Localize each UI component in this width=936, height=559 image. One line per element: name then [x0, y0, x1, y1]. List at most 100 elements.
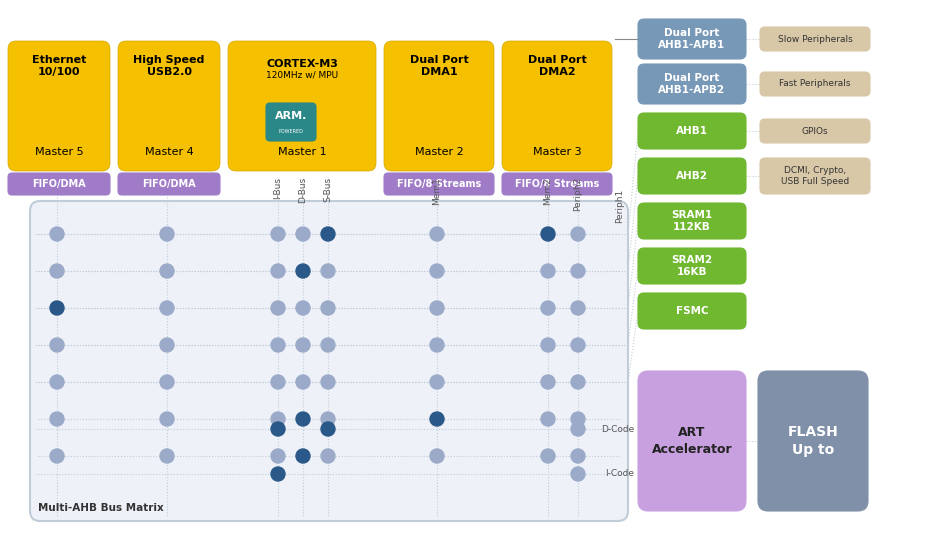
- Text: FIFO/8 Streams: FIFO/8 Streams: [515, 179, 599, 189]
- Circle shape: [541, 301, 555, 315]
- Text: FSMC: FSMC: [676, 306, 709, 316]
- Text: Multi-AHB Bus Matrix: Multi-AHB Bus Matrix: [38, 503, 164, 513]
- FancyBboxPatch shape: [638, 64, 746, 104]
- FancyBboxPatch shape: [384, 173, 494, 195]
- Text: D-Code: D-Code: [601, 424, 634, 433]
- Text: Fast Peripherals: Fast Peripherals: [780, 79, 851, 88]
- Text: 10/100: 10/100: [37, 67, 80, 77]
- Circle shape: [571, 449, 585, 463]
- Text: DMA2: DMA2: [539, 67, 576, 77]
- Circle shape: [271, 301, 285, 315]
- Circle shape: [541, 264, 555, 278]
- Text: AHB2: AHB2: [676, 171, 708, 181]
- Text: SRAM1
112KB: SRAM1 112KB: [671, 210, 712, 232]
- Circle shape: [430, 375, 444, 389]
- Text: Dual Port
AHB1-APB2: Dual Port AHB1-APB2: [658, 73, 725, 95]
- Text: FIFO/DMA: FIFO/DMA: [142, 179, 196, 189]
- FancyBboxPatch shape: [758, 371, 868, 511]
- FancyBboxPatch shape: [8, 41, 110, 171]
- Circle shape: [296, 227, 310, 241]
- Text: I-Code: I-Code: [605, 470, 634, 479]
- Text: High Speed: High Speed: [133, 55, 205, 65]
- Circle shape: [296, 264, 310, 278]
- Circle shape: [271, 467, 285, 481]
- Text: FIFO/DMA: FIFO/DMA: [32, 179, 86, 189]
- Circle shape: [321, 412, 335, 426]
- Circle shape: [296, 301, 310, 315]
- Circle shape: [271, 264, 285, 278]
- Circle shape: [571, 264, 585, 278]
- FancyBboxPatch shape: [8, 173, 110, 195]
- Circle shape: [321, 301, 335, 315]
- FancyBboxPatch shape: [30, 201, 628, 521]
- Text: FIFO/8 Streams: FIFO/8 Streams: [397, 179, 481, 189]
- FancyBboxPatch shape: [118, 41, 220, 171]
- Circle shape: [271, 449, 285, 463]
- Circle shape: [571, 422, 585, 436]
- Circle shape: [271, 412, 285, 426]
- Text: S-Bus: S-Bus: [324, 177, 332, 202]
- Text: AHB1: AHB1: [676, 126, 708, 136]
- FancyBboxPatch shape: [118, 173, 220, 195]
- Circle shape: [430, 338, 444, 352]
- Circle shape: [160, 412, 174, 426]
- FancyBboxPatch shape: [760, 119, 870, 143]
- FancyBboxPatch shape: [266, 103, 316, 141]
- Text: D-Bus: D-Bus: [299, 177, 308, 203]
- Text: Dual Port
AHB1-APB1: Dual Port AHB1-APB1: [658, 28, 725, 50]
- Text: Master 1: Master 1: [278, 147, 327, 157]
- Circle shape: [571, 227, 585, 241]
- Circle shape: [271, 422, 285, 436]
- Circle shape: [160, 264, 174, 278]
- Circle shape: [321, 264, 335, 278]
- Circle shape: [430, 227, 444, 241]
- Circle shape: [321, 375, 335, 389]
- Circle shape: [160, 301, 174, 315]
- Text: I-Bus: I-Bus: [273, 177, 283, 199]
- FancyBboxPatch shape: [760, 27, 870, 51]
- Circle shape: [160, 227, 174, 241]
- Circle shape: [271, 375, 285, 389]
- Circle shape: [160, 449, 174, 463]
- Text: Master 4: Master 4: [145, 147, 194, 157]
- Circle shape: [541, 375, 555, 389]
- Text: Mem2: Mem2: [544, 177, 552, 205]
- Circle shape: [541, 412, 555, 426]
- FancyBboxPatch shape: [638, 113, 746, 149]
- Text: CORTEX-M3: CORTEX-M3: [266, 59, 338, 69]
- Text: ART
Accelerator: ART Accelerator: [651, 426, 732, 456]
- Circle shape: [321, 227, 335, 241]
- Text: POWERED: POWERED: [279, 129, 303, 134]
- Text: Dual Port: Dual Port: [410, 55, 468, 65]
- Circle shape: [50, 338, 64, 352]
- Circle shape: [50, 449, 64, 463]
- Text: Mem1: Mem1: [432, 177, 442, 205]
- Text: 120MHz w/ MPU: 120MHz w/ MPU: [266, 71, 338, 80]
- Text: Periph2: Periph2: [574, 177, 582, 211]
- Circle shape: [160, 375, 174, 389]
- FancyBboxPatch shape: [638, 371, 746, 511]
- Circle shape: [296, 375, 310, 389]
- Circle shape: [430, 301, 444, 315]
- Text: SRAM2
16KB: SRAM2 16KB: [671, 255, 712, 277]
- FancyBboxPatch shape: [638, 248, 746, 284]
- Text: Ethernet: Ethernet: [32, 55, 86, 65]
- FancyBboxPatch shape: [502, 41, 612, 171]
- Circle shape: [571, 467, 585, 481]
- FancyBboxPatch shape: [638, 203, 746, 239]
- Circle shape: [430, 449, 444, 463]
- Circle shape: [571, 301, 585, 315]
- Text: ARM.: ARM.: [275, 111, 307, 121]
- FancyBboxPatch shape: [638, 293, 746, 329]
- Text: DCMI, Crypto,
USB Full Speed: DCMI, Crypto, USB Full Speed: [781, 166, 849, 186]
- FancyBboxPatch shape: [638, 19, 746, 59]
- Circle shape: [296, 449, 310, 463]
- Text: Slow Peripherals: Slow Peripherals: [778, 35, 853, 44]
- Circle shape: [271, 338, 285, 352]
- Circle shape: [50, 375, 64, 389]
- Circle shape: [50, 301, 64, 315]
- Text: Master 5: Master 5: [35, 147, 83, 157]
- FancyBboxPatch shape: [760, 158, 870, 194]
- FancyBboxPatch shape: [384, 41, 494, 171]
- Circle shape: [321, 449, 335, 463]
